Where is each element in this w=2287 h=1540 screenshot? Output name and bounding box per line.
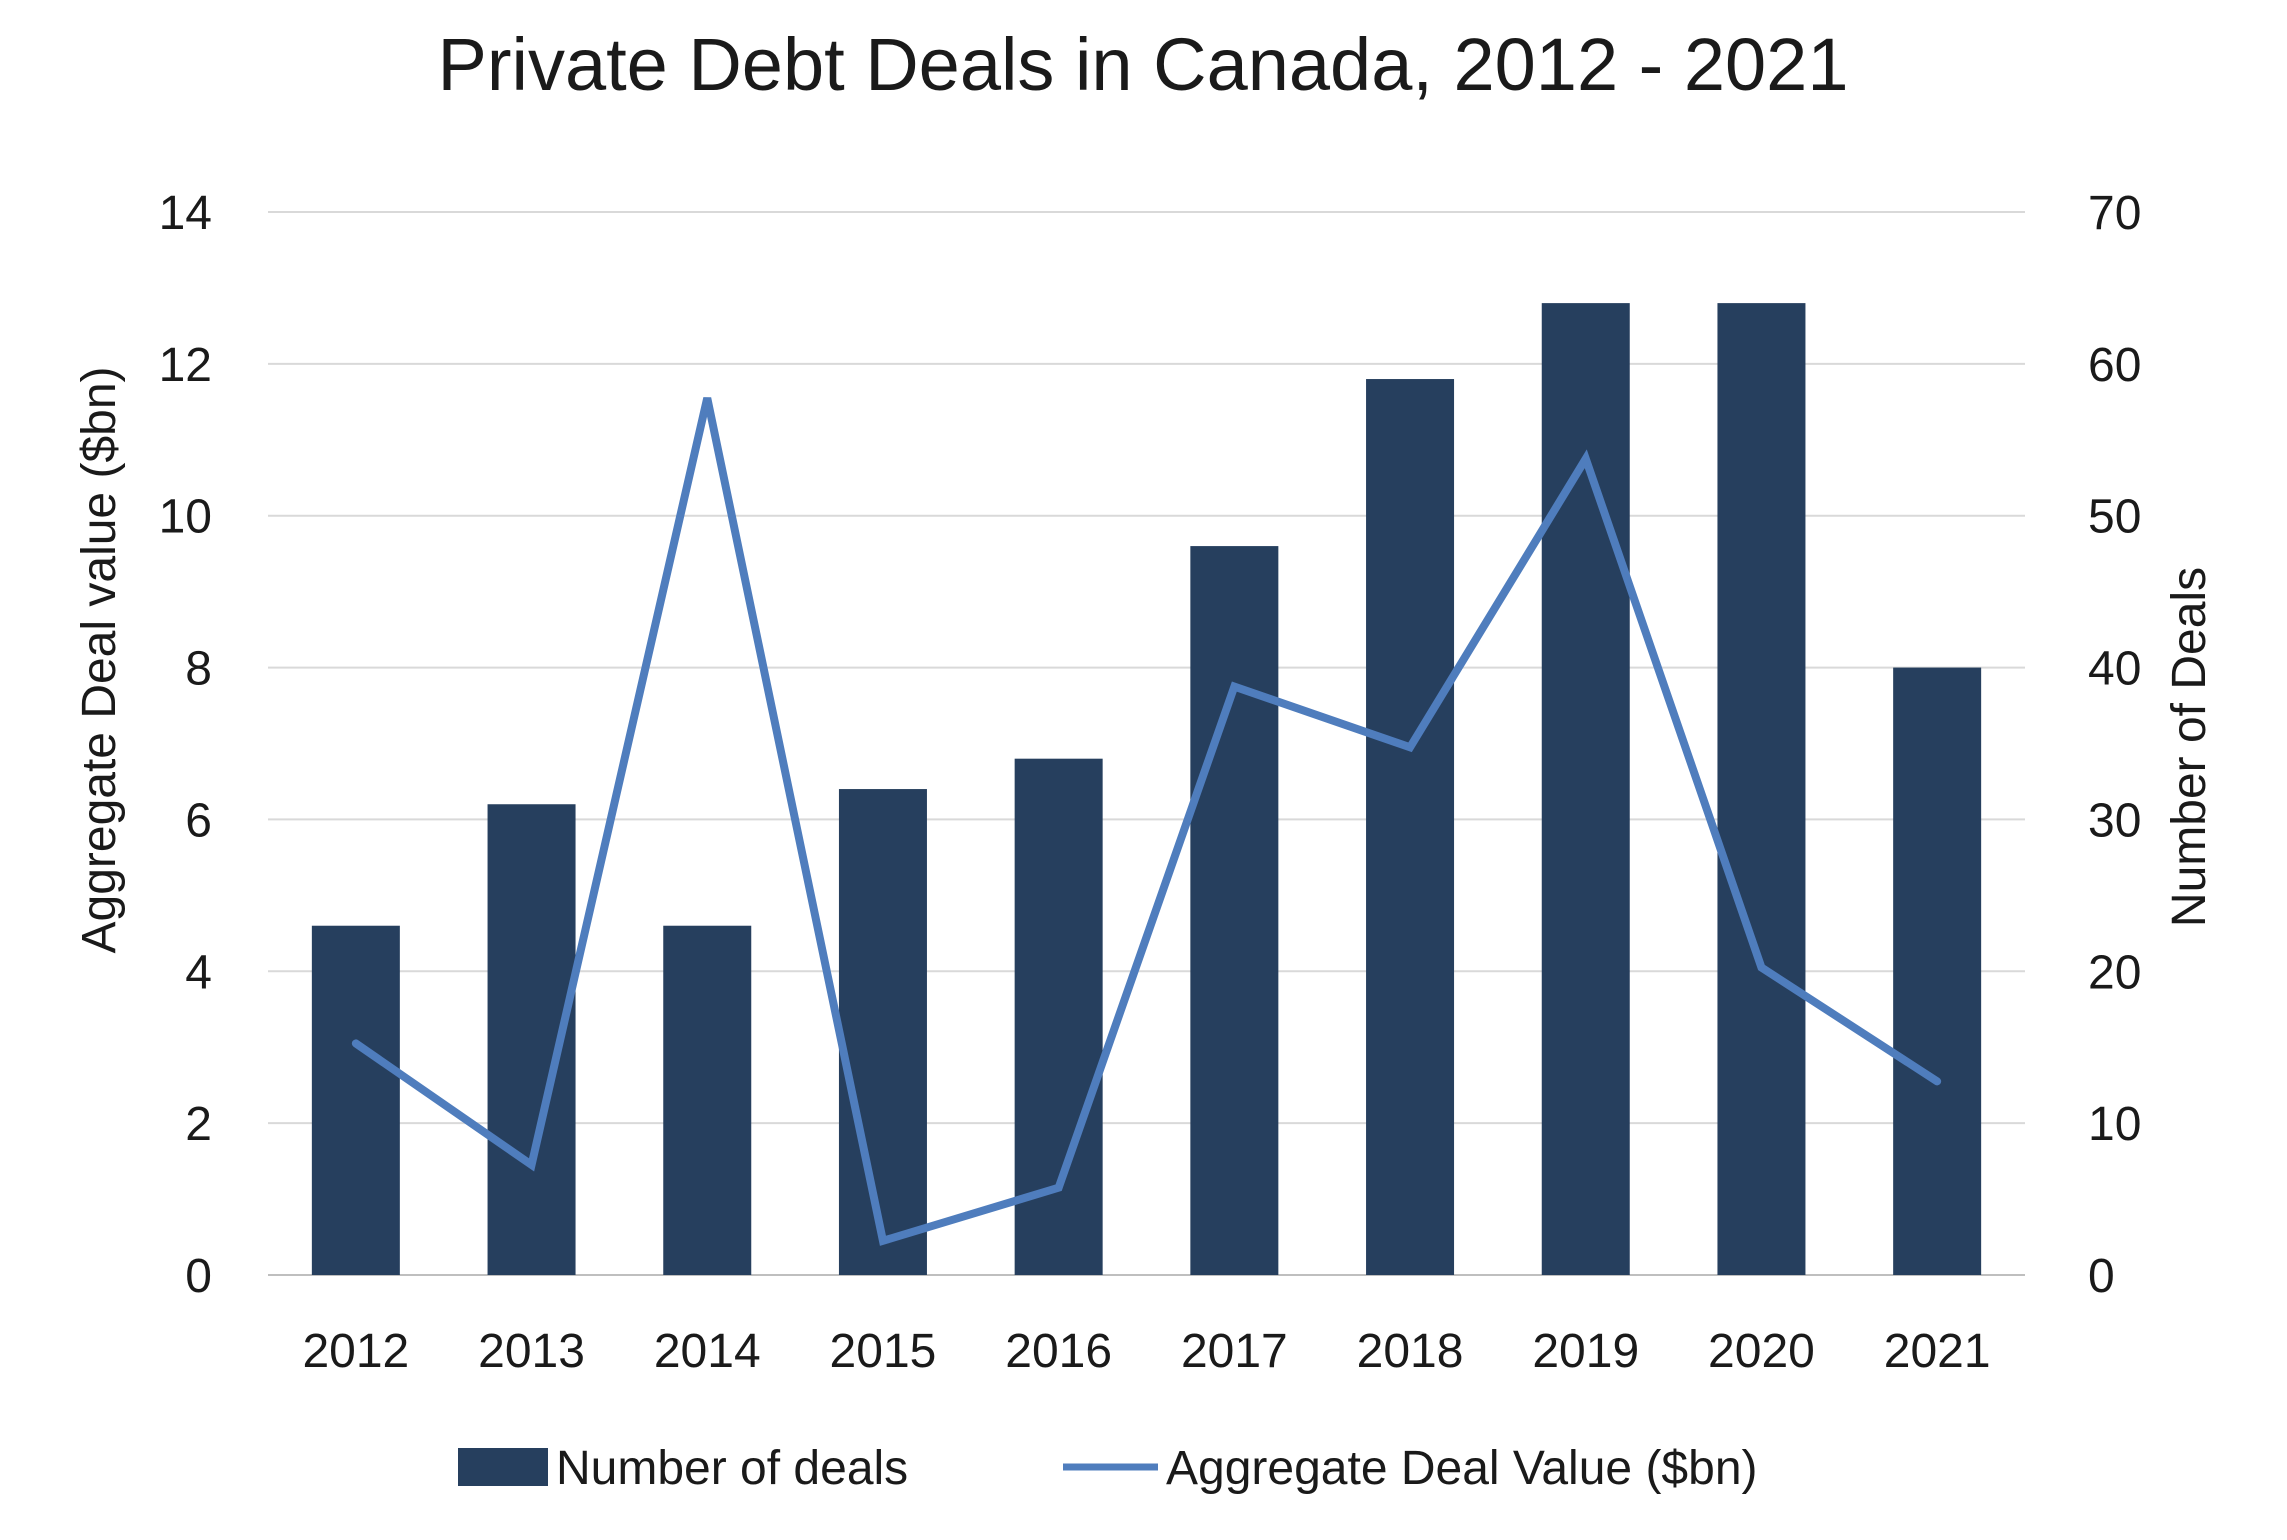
right-axis-title: Number of Deals: [2163, 567, 2216, 927]
x-tick-label: 2016: [1005, 1325, 1112, 1378]
left-tick-label: 8: [185, 643, 212, 696]
bar: [311, 925, 400, 1275]
x-tick-label: 2021: [1884, 1325, 1991, 1378]
bar: [1893, 667, 1982, 1275]
left-axis-ticks: 0 2 4 6 8 10 12 14: [159, 187, 212, 1303]
x-tick-label: 2015: [830, 1325, 937, 1378]
right-axis-ticks: 0 10 20 30 40 50 60 70: [2088, 187, 2141, 1303]
bar: [1366, 379, 1455, 1275]
bar: [1541, 303, 1630, 1276]
x-axis-ticks: 2012 2013 2014 2015 2016 2017 2018 2019 2020 2021: [302, 1325, 1990, 1378]
bar: [1190, 546, 1279, 1275]
right-tick-label: 20: [2088, 946, 2141, 999]
left-tick-label: 4: [185, 946, 212, 999]
legend-swatch-number-of-deals: [458, 1448, 548, 1486]
bar: [838, 789, 927, 1275]
line-series: [351, 397, 1942, 1246]
legend-label-number-of-deals: Number of deals: [556, 1442, 908, 1495]
x-tick-label: 2012: [302, 1325, 409, 1378]
x-tick-label: 2020: [1708, 1325, 1815, 1378]
left-tick-label: 2: [185, 1098, 212, 1151]
right-tick-label: 60: [2088, 339, 2141, 392]
left-tick-label: 10: [159, 491, 212, 544]
right-tick-label: 50: [2088, 491, 2141, 544]
right-tick-label: 40: [2088, 643, 2141, 696]
legend-label-aggregate-deal-value: Aggregate Deal Value ($bn): [1166, 1442, 1758, 1495]
left-tick-label: 0: [185, 1250, 212, 1303]
left-tick-label: 14: [159, 187, 212, 240]
x-tick-label: 2018: [1357, 1325, 1464, 1378]
right-tick-label: 70: [2088, 187, 2141, 240]
x-tick-label: 2019: [1532, 1325, 1639, 1378]
bar-series: [311, 303, 1982, 1276]
x-tick-label: 2017: [1181, 1325, 1288, 1378]
legend: Number of deals Aggregate Deal Value ($b…: [458, 1442, 1758, 1495]
line-path: [351, 397, 1942, 1246]
bar: [1717, 303, 1806, 1276]
left-tick-label: 12: [159, 339, 212, 392]
bar: [663, 925, 752, 1275]
left-tick-label: 6: [185, 794, 212, 847]
right-tick-label: 30: [2088, 794, 2141, 847]
x-tick-label: 2013: [478, 1325, 585, 1378]
right-tick-label: 0: [2088, 1250, 2115, 1303]
x-tick-label: 2014: [654, 1325, 761, 1378]
left-axis-title: Aggregate Deal value ($bn): [73, 366, 126, 953]
right-tick-label: 10: [2088, 1098, 2141, 1151]
chart-title: Private Debt Deals in Canada, 2012 - 202…: [438, 23, 1849, 106]
